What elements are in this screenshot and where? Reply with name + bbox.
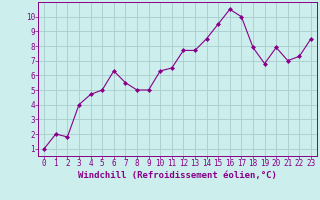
- X-axis label: Windchill (Refroidissement éolien,°C): Windchill (Refroidissement éolien,°C): [78, 171, 277, 180]
